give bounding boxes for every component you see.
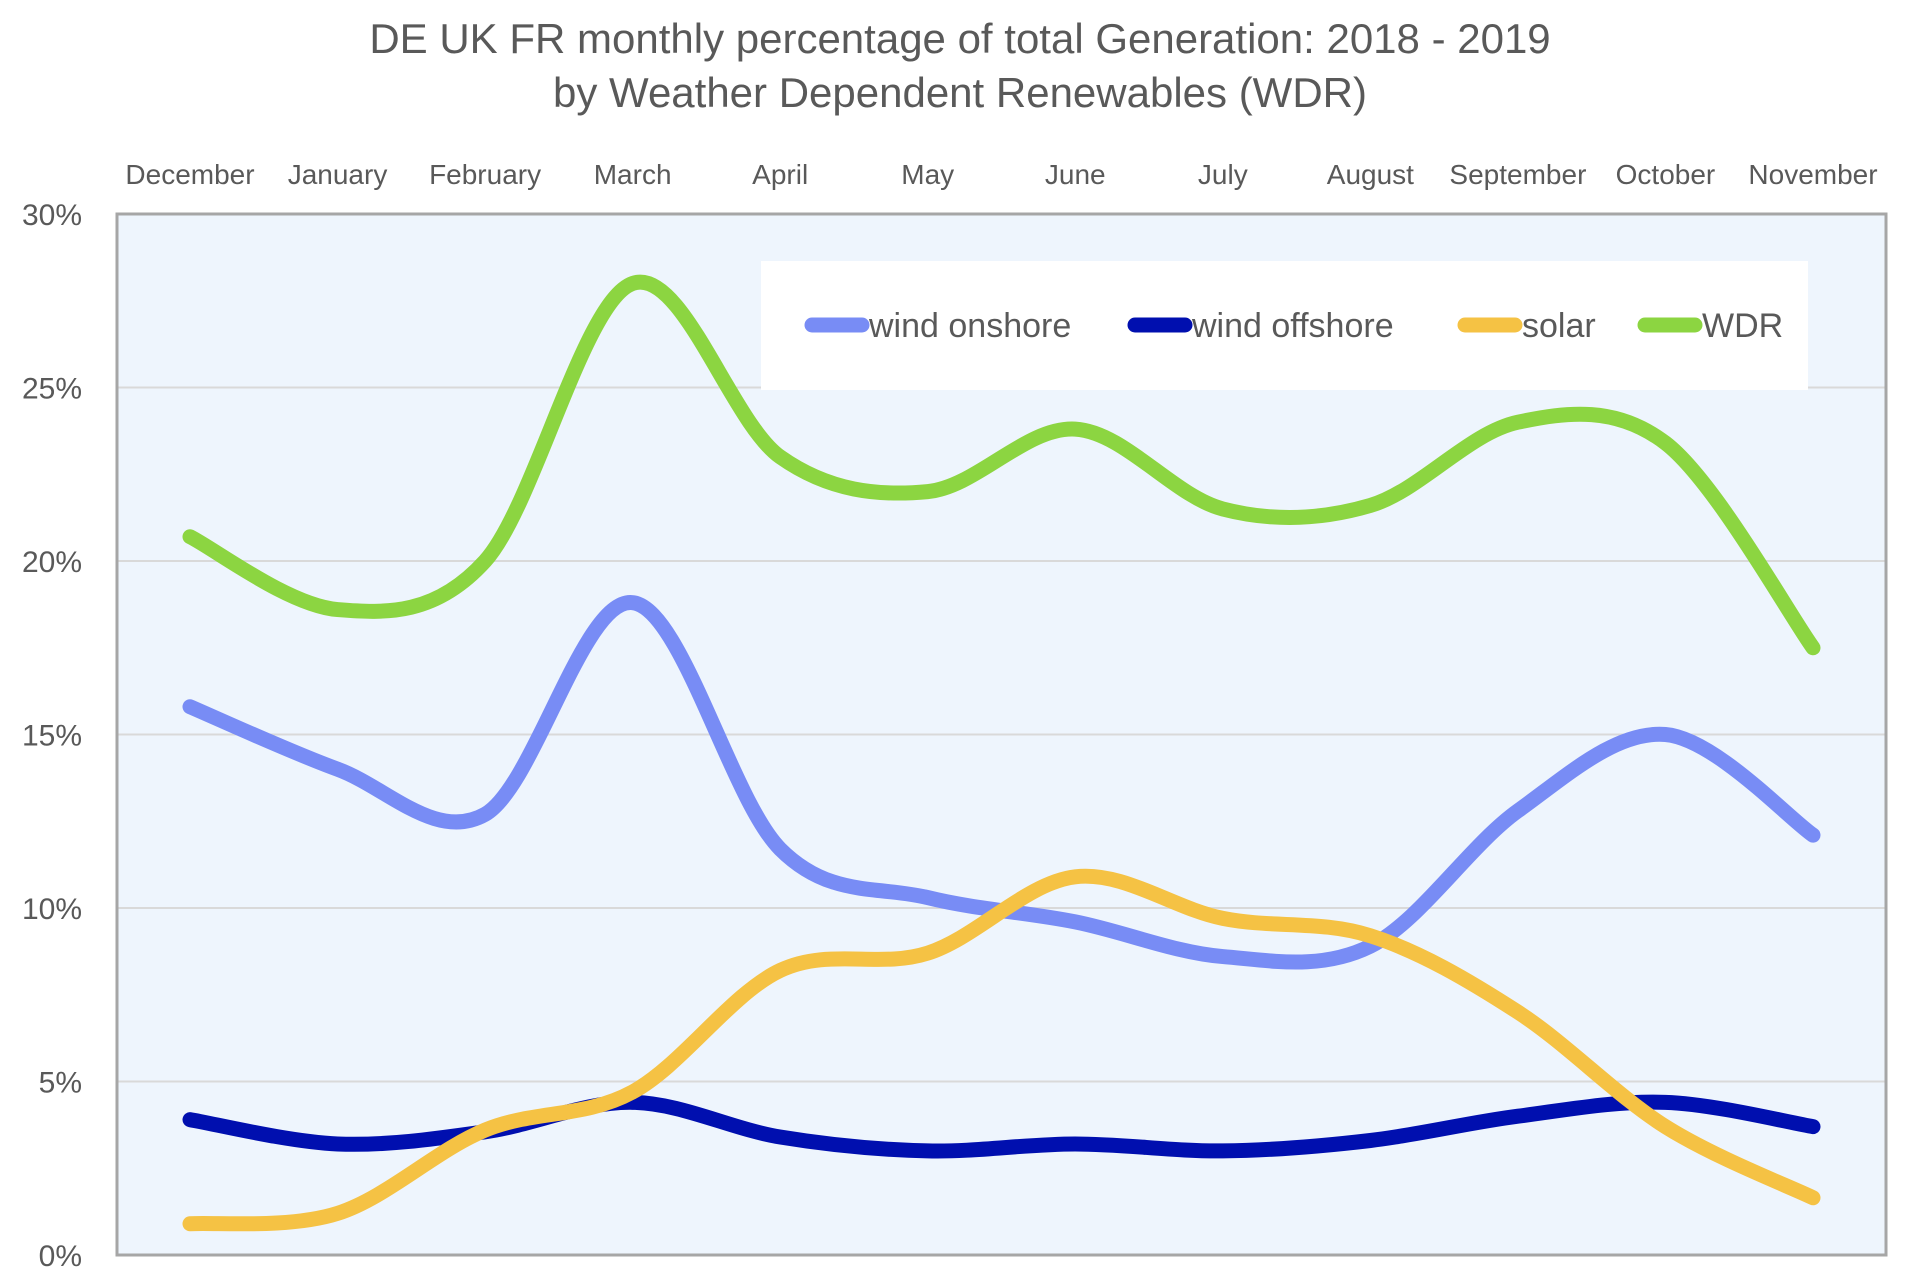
y-tick-label: 0% [39,1240,82,1273]
x-tick-label: November [1748,159,1877,190]
legend-label: wind offshore [1191,307,1394,345]
y-tick-label: 15% [22,720,82,753]
series-line-wdr [182,274,1821,656]
y-tick-label: 10% [22,893,82,926]
y-tick-label: 30% [22,199,82,232]
chart-subtitle: by Weather Dependent Renewables (WDR) [553,69,1367,116]
chart-title-line-1: DE UK FR monthly percentage of total Gen… [369,15,1551,62]
series-lines [182,274,1821,1232]
y-tick-label: 20% [22,546,82,579]
chart-title: DE UK FR monthly percentage of total Gen… [0,12,1920,120]
series-wind-onshore [182,595,1821,970]
x-tick-label: May [901,159,954,190]
series-solar [182,868,1821,1232]
legend-item-wind-onshore: wind onshore [804,307,1071,345]
x-tick-label: January [288,159,388,190]
series-wdr [182,274,1821,656]
y-axis-tick-labels: 0% 5% 10% 15% 20% 25% 30% [22,199,82,1273]
legend-item-wind-offshore: wind offshore [1127,307,1394,345]
legend-box [761,261,1808,390]
x-tick-label: December [125,159,254,190]
x-axis-month-labels: December January February March April May June… [125,159,1877,190]
x-tick-label: October [1616,159,1716,190]
legend-item-solar: solar [1457,307,1596,345]
series-line-wind-onshore [182,595,1821,970]
series-line-solar [182,868,1821,1232]
legend-label: solar [1522,307,1596,345]
x-tick-label: June [1045,159,1106,190]
y-tick-label: 5% [39,1067,82,1100]
x-tick-label: September [1449,159,1586,190]
y-tick-label: 25% [22,373,82,406]
legend-label: wind onshore [868,307,1071,345]
legend-label: WDR [1702,307,1783,345]
x-tick-label: April [752,159,808,190]
x-tick-label: July [1198,159,1248,190]
x-tick-label: March [594,159,672,190]
legend: wind onshore wind offshore solar WDR [761,261,1808,390]
legend-item-wdr: WDR [1637,307,1783,345]
x-tick-label: August [1327,159,1414,190]
plot-border [115,212,1888,1257]
x-tick-label: February [429,159,541,190]
